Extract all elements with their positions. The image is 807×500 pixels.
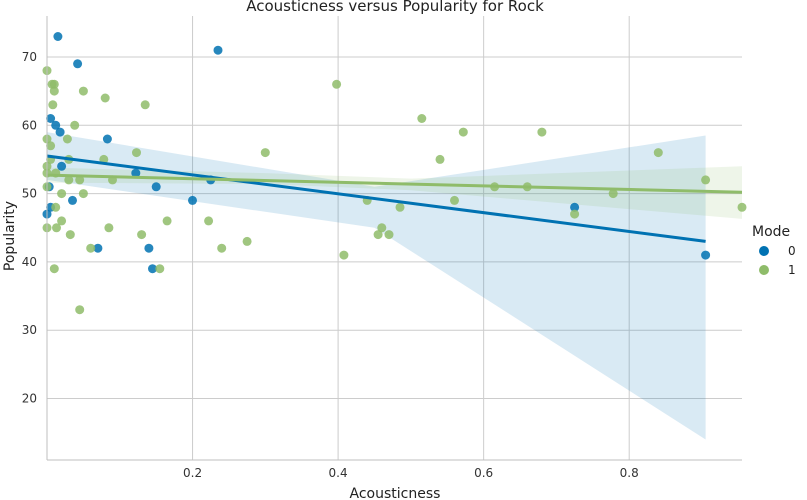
scatter-point-mode-1 (384, 230, 394, 240)
x-tick-label: 0.4 (329, 466, 348, 480)
scatter-point-mode-1 (608, 189, 618, 199)
scatter-point-mode-1 (78, 189, 88, 199)
scatter-point-mode-0 (570, 202, 580, 212)
scatter-point-mode-1 (57, 216, 67, 226)
x-axis-label: Acousticness (350, 486, 441, 500)
scatter-point-mode-1 (140, 100, 150, 110)
legend-marker-mode-0 (759, 246, 769, 256)
scatter-point-mode-1 (162, 216, 172, 226)
scatter-point-mode-1 (417, 114, 427, 123)
scatter-point-mode-0 (148, 264, 157, 274)
scatter-point-mode-1 (65, 230, 75, 240)
scatter-point-mode-1 (373, 230, 383, 240)
scatter-point-mode-1 (458, 127, 468, 137)
regression-line-mode-0 (46, 154, 706, 243)
regression-line-mode-1 (46, 173, 743, 194)
y-tick-label: 30 (22, 323, 37, 337)
confidence-band-mode-0 (47, 132, 706, 440)
scatter-point-mode-1 (49, 86, 59, 96)
x-tick-label: 0.6 (474, 466, 493, 480)
scatter-point-mode-1 (57, 189, 67, 199)
scatter-point-mode-1 (395, 202, 405, 212)
legend-title: Mode (752, 224, 790, 240)
scatter-point-mode-1 (75, 175, 85, 185)
scatter-point-mode-0 (213, 45, 223, 55)
y-tick-label: 20 (22, 392, 37, 406)
scatter-point-mode-1 (48, 100, 58, 110)
scatter-point-mode-0 (102, 134, 112, 144)
scatter-point-mode-1 (217, 243, 227, 253)
scatter-point-mode-1 (377, 223, 387, 233)
scatter-point-mode-1 (137, 230, 147, 240)
x-tick-label: 0.2 (183, 466, 202, 480)
scatter-point-mode-1 (104, 223, 114, 233)
scatter-point-mode-1 (435, 154, 445, 164)
scatter-point-mode-0 (151, 182, 161, 192)
scatter-point-mode-0 (701, 250, 711, 260)
scatter-point-mode-1 (70, 120, 80, 130)
scatter-point-mode-0 (188, 195, 197, 205)
axes: 0.2 0.4 0.6 0.8 20 30 40 50 60 70 (22, 16, 742, 480)
chart-title: Acousticness versus Popularity for Rock (246, 0, 544, 15)
scatter-point-mode-1 (737, 202, 747, 212)
scatter-point-mode-1 (155, 264, 165, 274)
scatter-point-mode-1 (204, 216, 214, 226)
scatter-point-mode-1 (100, 93, 110, 103)
scatter-point-mode-0 (73, 59, 83, 69)
scatter-point-mode-1 (52, 223, 61, 233)
scatter-point-mode-0 (51, 120, 61, 130)
y-tick-label: 60 (22, 118, 37, 132)
scatter-point-mode-0 (57, 161, 67, 171)
regression-lines (46, 154, 743, 243)
scatter-point-mode-1 (701, 175, 711, 185)
scatter-point-mode-1 (132, 148, 141, 158)
scatter-point-mode-0 (131, 168, 141, 178)
scatter-point-mode-1 (260, 148, 270, 158)
scatter-point-mode-1 (450, 195, 459, 205)
legend: Mode 0 1 (752, 224, 796, 277)
scatter-point-mode-0 (55, 127, 65, 137)
y-tick-label: 70 (22, 50, 37, 64)
scatter-point-mode-1 (653, 148, 663, 158)
scatter-point-mode-1 (339, 250, 349, 260)
x-tick-label: 0.8 (620, 466, 639, 480)
legend-label-mode-0: 0 (788, 244, 796, 258)
legend-label-mode-1: 1 (788, 263, 796, 277)
scatter-point-mode-1 (49, 79, 59, 89)
scatter-point-mode-0 (68, 195, 77, 205)
scatter-point-mode-1 (51, 202, 61, 212)
legend-marker-mode-1 (759, 265, 769, 275)
scatter-point-mode-1 (46, 141, 56, 151)
scatter-point-mode-1 (78, 86, 88, 96)
scatter-point-mode-1 (86, 243, 96, 253)
scatter-point-mode-1 (49, 264, 59, 274)
scatter-point-mode-1 (75, 305, 85, 315)
scatter-point-mode-1 (570, 209, 580, 219)
scatter-point-mode-0 (144, 243, 154, 253)
scatter-point-mode-0 (93, 243, 103, 253)
scatter-point-mode-1 (64, 175, 74, 185)
scatter-point-mode-1 (537, 127, 547, 137)
y-tick-label: 50 (22, 187, 37, 201)
scatter-point-mode-1 (332, 79, 342, 89)
grid (47, 16, 742, 460)
scatter-point-mode-1 (62, 134, 72, 144)
scatter-point-mode-0 (53, 32, 63, 41)
scatter-point-mode-0 (46, 114, 56, 123)
scatter-point-mode-1 (242, 236, 252, 246)
y-axis-label: Popularity (2, 201, 18, 271)
y-tick-label: 40 (22, 255, 37, 269)
